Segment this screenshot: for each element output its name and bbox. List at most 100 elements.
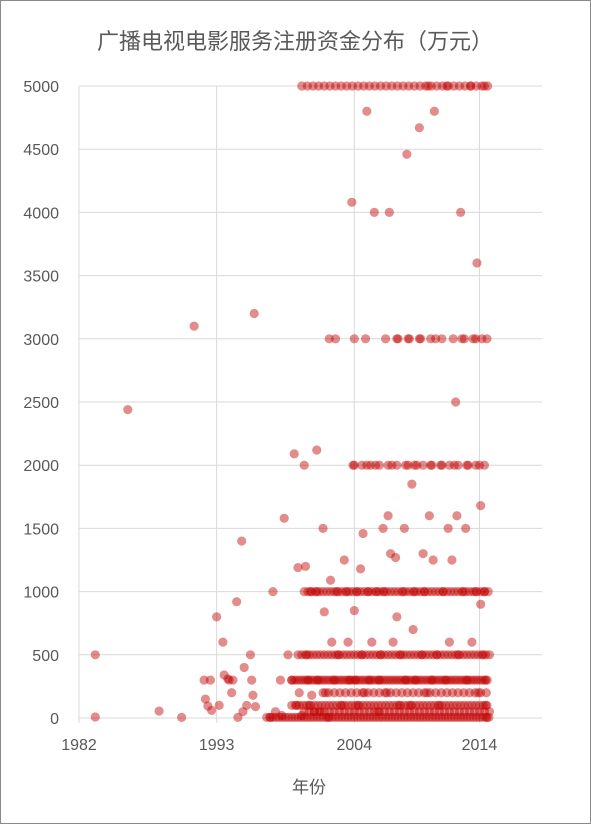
data-point (409, 460, 419, 470)
data-point (312, 587, 322, 597)
data-point (454, 650, 465, 660)
data-point (313, 700, 323, 710)
data-point (471, 81, 481, 91)
data-point (322, 675, 333, 685)
data-point (431, 688, 441, 698)
data-point (307, 587, 317, 597)
data-point (358, 528, 368, 539)
data-point (223, 674, 233, 684)
data-point (353, 700, 363, 710)
x-axis-label: 年份 (292, 778, 326, 798)
y-tick-label: 2000 (23, 458, 59, 475)
data-point (477, 675, 487, 685)
data-point (369, 688, 379, 698)
data-point (315, 650, 326, 660)
data-point (302, 81, 312, 91)
data-point (336, 675, 346, 685)
data-point (443, 81, 453, 91)
data-point (339, 555, 349, 565)
data-point (432, 81, 442, 91)
data-point (463, 460, 473, 470)
data-points (90, 81, 495, 722)
data-point (377, 675, 388, 685)
data-point (364, 81, 374, 91)
data-point (383, 460, 393, 470)
data-point (414, 123, 424, 133)
data-point (431, 712, 441, 722)
data-point (482, 675, 492, 685)
data-point (308, 81, 318, 91)
data-point (248, 690, 258, 700)
data-point (318, 587, 328, 597)
data-point (372, 675, 382, 685)
data-point (416, 334, 426, 344)
data-point (319, 650, 329, 660)
data-point (309, 707, 319, 717)
data-point (449, 587, 460, 597)
data-point (363, 688, 373, 698)
data-point (90, 650, 100, 660)
data-point (444, 460, 454, 470)
data-point (446, 587, 456, 597)
data-point (412, 587, 422, 597)
data-point (287, 712, 297, 722)
data-point (392, 612, 402, 622)
data-point (449, 81, 459, 91)
data-point (473, 650, 483, 660)
data-point (426, 460, 436, 470)
data-point (462, 650, 472, 660)
data-point (280, 712, 291, 722)
data-point (377, 712, 388, 722)
data-point (309, 675, 319, 685)
data-point (330, 712, 341, 722)
data-point (309, 700, 319, 710)
data-point (399, 707, 409, 717)
data-point (294, 688, 304, 698)
data-point (479, 81, 490, 91)
data-point (353, 675, 363, 685)
data-point (397, 688, 407, 698)
data-point (350, 675, 361, 685)
data-point (409, 587, 419, 597)
data-point (387, 650, 397, 660)
data-point (378, 523, 388, 534)
data-point (407, 479, 417, 489)
data-point (429, 700, 439, 710)
data-point (314, 707, 324, 717)
data-point (300, 675, 311, 685)
data-point (283, 650, 293, 660)
data-point (469, 650, 480, 660)
data-point (299, 707, 309, 717)
data-point (387, 712, 397, 722)
data-point (305, 700, 316, 710)
y-tick-label: 5000 (23, 79, 59, 96)
data-point (427, 460, 437, 470)
data-point (299, 460, 309, 470)
data-point (452, 712, 463, 722)
data-point (419, 707, 429, 717)
data-point (352, 688, 362, 698)
data-point (369, 207, 379, 217)
data-point (444, 707, 454, 717)
data-point (472, 587, 482, 597)
data-point (431, 334, 441, 344)
data-point (293, 712, 303, 722)
data-point (387, 460, 397, 470)
data-point (279, 513, 289, 523)
data-point (330, 650, 341, 660)
data-point (422, 675, 432, 685)
data-point (453, 650, 463, 660)
data-point (342, 587, 352, 597)
data-point (355, 587, 366, 597)
data-point (434, 707, 444, 717)
data-point (330, 334, 341, 344)
data-point (477, 81, 487, 91)
data-point (427, 712, 438, 722)
data-point (335, 688, 345, 698)
data-point (177, 712, 187, 722)
data-point (401, 460, 411, 470)
data-point (402, 688, 413, 698)
data-point (380, 334, 391, 344)
data-point (433, 700, 443, 710)
data-point (406, 700, 416, 710)
